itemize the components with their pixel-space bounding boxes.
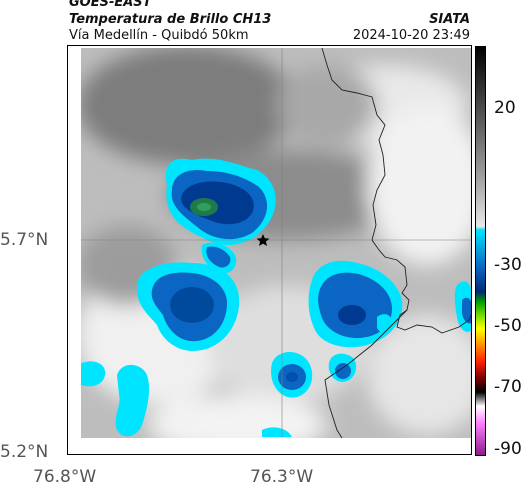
colorbar-gradient xyxy=(475,46,486,456)
brand-label: SIATA xyxy=(429,12,470,27)
lon-tick-1: 76.8°W xyxy=(33,467,97,487)
storm-cell-north xyxy=(165,158,276,245)
colorbar xyxy=(475,46,486,456)
department-border xyxy=(321,48,471,334)
colorbar-tick-neg90: -90 xyxy=(494,439,522,459)
map-frame xyxy=(67,45,472,455)
colorbar-tick-20: 20 xyxy=(494,98,516,118)
map-imagery xyxy=(81,48,471,438)
title-satellite: GOES-EAST xyxy=(69,0,152,10)
colorbar-tick-neg70: -70 xyxy=(494,377,522,397)
lat-tick-1: 5.7°N xyxy=(0,230,49,250)
lat-tick-2: 5.2°N xyxy=(0,442,49,462)
colorbar-tick-neg50: -50 xyxy=(494,316,522,336)
colorbar-tick-neg30: -30 xyxy=(494,255,522,275)
storm-cell-south xyxy=(271,352,313,398)
location-star-marker xyxy=(256,234,270,246)
satellite-map xyxy=(67,45,472,455)
datetime-label: 2024-10-20 23:49 xyxy=(352,28,470,43)
title-product: Temperatura de Brillo CH13 xyxy=(69,12,272,27)
storm-cell-central xyxy=(136,242,240,351)
department-border-south xyxy=(324,309,408,438)
subtitle-region: Vía Medellín - Quibdó 50km xyxy=(69,28,249,43)
lon-tick-2: 76.3°W xyxy=(250,467,314,487)
storm-cell-southwest xyxy=(81,361,292,437)
